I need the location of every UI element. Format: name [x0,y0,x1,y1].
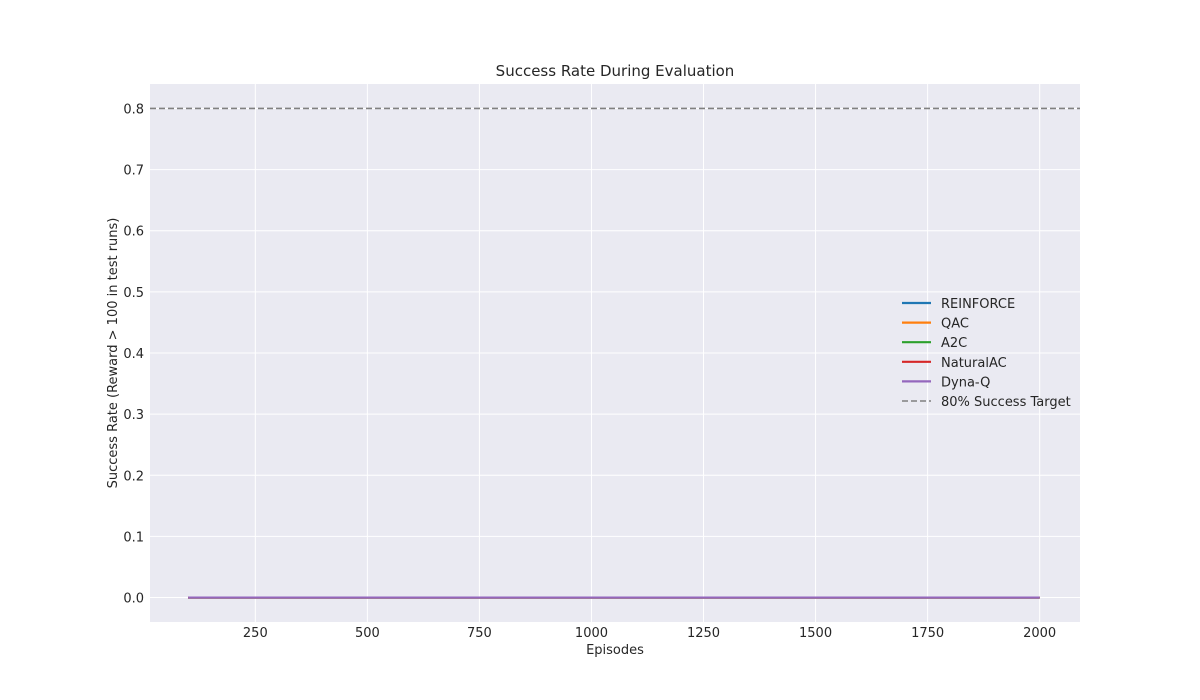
x-tick-label: 1500 [799,626,832,641]
x-tick-label: 750 [467,626,492,641]
x-axis-label: Episodes [586,643,644,658]
x-tick-label: 1750 [911,626,944,641]
y-axis-label: Success Rate (Reward > 100 in test runs) [106,218,121,489]
y-tick-label: 0.1 [123,530,144,545]
y-tick-label: 0.0 [123,592,144,607]
legend-label: NaturalAC [941,356,1007,371]
x-tick-label: 250 [243,626,268,641]
y-tick-label: 0.5 [123,286,144,301]
legend-label: A2C [941,336,967,351]
y-tick-label: 0.6 [123,225,144,240]
series-lines [150,107,1080,599]
legend-label: QAC [941,317,969,332]
x-tick-label: 500 [355,626,380,641]
x-axis-ticks: 250 500 750 1000 1250 1500 1750 2000 [243,626,1056,641]
legend-label: REINFORCE [941,297,1015,312]
y-tick-label: 0.2 [123,469,144,484]
legend-label: 80% Success Target [941,395,1071,410]
x-tick-label: 1250 [687,626,720,641]
legend: REINFORCE QAC A2C NaturalAC Dyna-Q 80% Succes… [902,297,1071,410]
y-axis-ticks: 0.0 0.1 0.2 0.3 0.4 0.5 0.6 0.7 0.8 [123,102,144,606]
y-tick-label: 0.4 [123,347,144,362]
legend-label: Dyna-Q [941,375,990,390]
chart-title: Success Rate During Evaluation [496,62,735,80]
y-tick-label: 0.3 [123,408,144,423]
y-tick-label: 0.8 [123,102,144,117]
x-tick-label: 1000 [575,626,608,641]
x-tick-label: 2000 [1023,626,1056,641]
y-tick-label: 0.7 [123,164,144,179]
